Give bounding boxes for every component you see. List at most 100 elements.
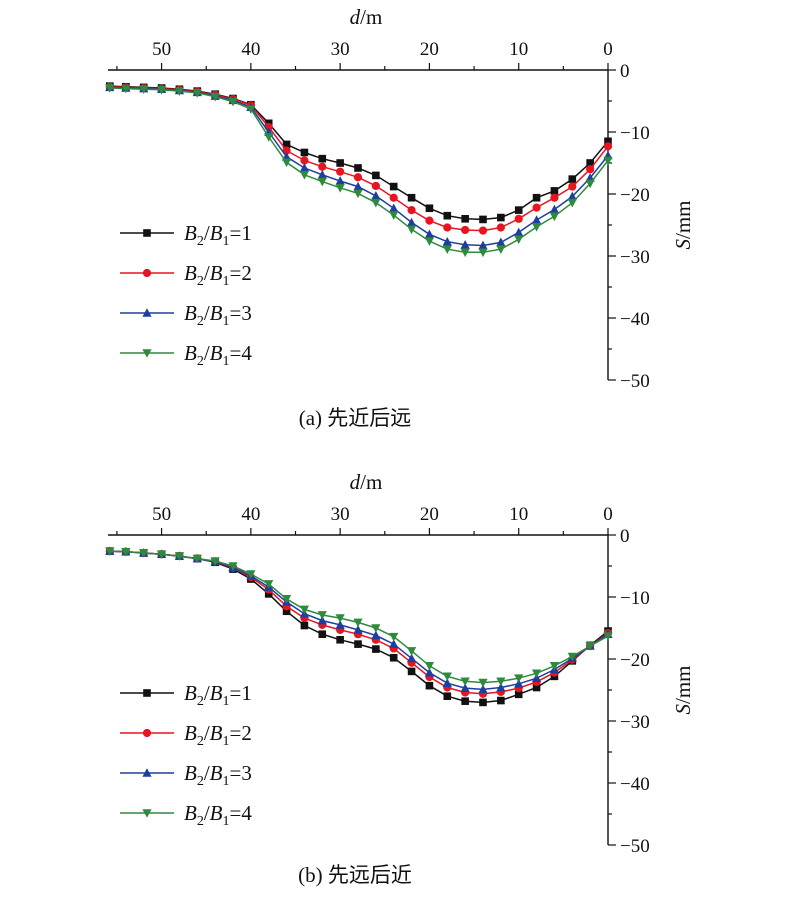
data-point — [174, 552, 185, 561]
legend-item-2: B2/B1=2 — [120, 721, 252, 749]
data-point — [514, 690, 523, 699]
legend-b1: B — [210, 341, 223, 365]
x-axis-var: d — [350, 470, 361, 494]
chart-panel-b: 50 40 30 20 10 00−10−20−30−40−50d/mS/mmB2/B1=… — [105, 470, 695, 887]
legend-label: B2/B1=1 — [184, 221, 252, 249]
legend-label: B2/B1=2 — [184, 721, 252, 749]
legend-slash: / — [204, 261, 210, 285]
data-point — [372, 171, 380, 180]
data-point — [318, 630, 327, 638]
data-point — [496, 237, 506, 247]
data-point — [604, 137, 612, 146]
data-point — [281, 595, 292, 604]
y-tick-label: −20 — [620, 185, 650, 206]
y-tick-label: −10 — [620, 123, 650, 144]
data-point — [282, 607, 291, 616]
legend-item-4: B2/B1=4 — [120, 801, 252, 829]
data-point — [228, 97, 238, 107]
data-point — [156, 550, 167, 560]
data-point — [121, 84, 131, 94]
legend-sub: 1 — [223, 274, 230, 289]
data-point — [514, 214, 523, 223]
data-point — [478, 678, 488, 688]
data-point — [139, 85, 149, 95]
y-axis-var: S — [671, 239, 695, 250]
data-point — [371, 624, 381, 633]
legend-slash: / — [204, 341, 210, 365]
data-point — [603, 156, 613, 166]
legend-slash: / — [204, 801, 210, 825]
data-point — [460, 683, 470, 692]
data-point — [335, 614, 345, 623]
legend-value: =1 — [230, 681, 252, 705]
data-point — [568, 182, 577, 191]
x-axis-title: d/m — [350, 5, 383, 29]
data-point — [514, 206, 523, 214]
data-point — [585, 179, 595, 189]
data-point — [460, 677, 470, 687]
x-axis-unit: /m — [360, 470, 382, 494]
data-point — [389, 182, 398, 191]
legend-label: B2/B1=3 — [184, 301, 252, 329]
data-point — [532, 683, 541, 692]
data-point — [550, 187, 559, 195]
data-point — [549, 662, 560, 671]
data-point — [246, 105, 256, 114]
legend: B2/B1=1B2/B1=2B2/B1=3B2/B1=4 — [120, 221, 252, 369]
data-point — [443, 692, 452, 700]
data-point — [300, 156, 309, 165]
data-point — [336, 159, 344, 167]
data-point — [336, 635, 344, 644]
data-point — [478, 248, 488, 258]
data-point — [192, 554, 202, 564]
data-point — [353, 189, 363, 199]
y-tick-label: −50 — [620, 836, 650, 857]
data-point — [335, 184, 345, 193]
panel-caption: (a) 先近后远 — [299, 406, 412, 430]
data-point — [317, 177, 327, 187]
data-point — [264, 133, 274, 142]
y-tick-label: −20 — [620, 650, 650, 671]
legend-sub: 1 — [223, 774, 230, 789]
data-point — [586, 159, 594, 167]
data-point — [354, 640, 362, 648]
x-tick-label: 10 — [509, 504, 528, 525]
legend-label: B2/B1=4 — [184, 801, 252, 829]
legend-b1: B — [210, 301, 223, 325]
data-point — [354, 164, 362, 172]
data-point — [192, 89, 202, 98]
data-point — [603, 142, 613, 151]
legend-b1: B — [210, 681, 223, 705]
data-point — [497, 213, 505, 222]
data-point — [264, 590, 273, 598]
y-tick-label: −40 — [620, 774, 650, 795]
data-point — [318, 162, 327, 171]
x-tick-label: 40 — [241, 504, 260, 525]
legend-label: B2/B1=1 — [184, 681, 252, 709]
legend-marker — [142, 349, 152, 358]
legend-b1: B — [210, 221, 223, 245]
data-point — [442, 236, 452, 246]
data-point — [461, 215, 469, 223]
legend-sub: 2 — [197, 694, 204, 709]
x-tick-label: 30 — [331, 504, 350, 525]
legend-value: =3 — [230, 761, 252, 785]
y-tick-label: 0 — [620, 526, 630, 547]
data-point — [496, 677, 506, 687]
data-point — [424, 237, 435, 246]
data-point — [139, 549, 149, 558]
data-point — [389, 639, 399, 648]
data-point — [105, 547, 115, 556]
legend-sub: 1 — [223, 314, 230, 329]
data-point — [460, 240, 470, 249]
data-point — [353, 625, 363, 634]
data-point — [514, 227, 524, 237]
data-point — [514, 674, 524, 684]
data-point — [532, 203, 541, 212]
data-point — [514, 235, 524, 245]
data-point — [424, 662, 435, 671]
legend-marker — [142, 809, 152, 818]
data-point — [407, 667, 416, 676]
y-tick-label: −30 — [620, 712, 650, 733]
